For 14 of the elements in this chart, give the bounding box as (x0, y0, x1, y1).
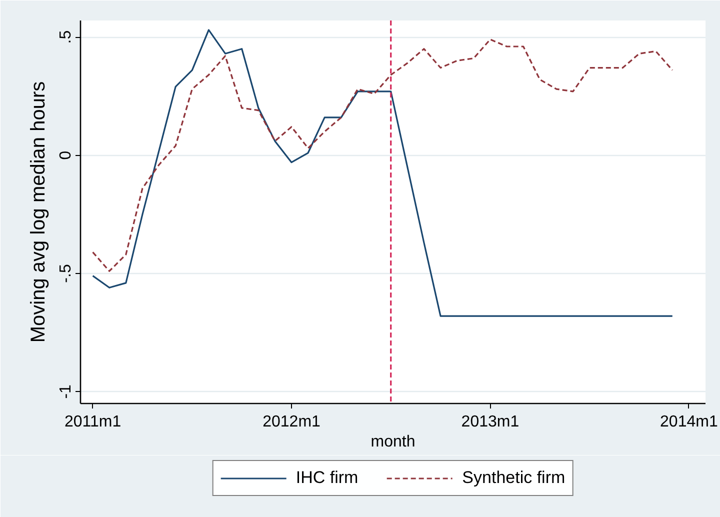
legend-label: Synthetic firm (462, 468, 566, 488)
line-series (92, 38, 674, 272)
x-tick-label: 2012m1 (262, 414, 321, 430)
x-tick-label: 2011m1 (64, 414, 122, 430)
y-tick-label: -1 (58, 384, 74, 399)
x-tick-label: 2013m1 (461, 414, 520, 430)
y-tick-label: .5 (58, 30, 74, 44)
x-tick-label: 2014m1 (660, 414, 718, 430)
y-tick-label: -.5 (58, 264, 74, 283)
x-axis-title: month (370, 434, 416, 450)
legend-label: IHC firm (296, 468, 358, 488)
line-series (92, 29, 674, 317)
y-tick-label: 0 (58, 150, 74, 160)
y-axis-title: Moving avg log median hours (28, 81, 50, 343)
